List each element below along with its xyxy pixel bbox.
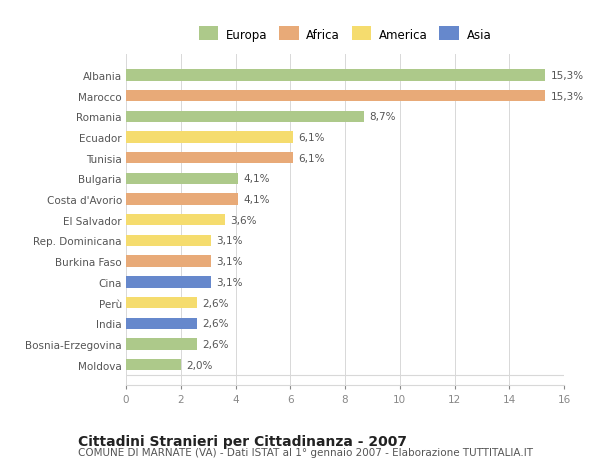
Bar — [126, 112, 364, 123]
Bar — [126, 215, 224, 226]
Bar — [126, 194, 238, 205]
Bar — [126, 359, 181, 370]
Text: COMUNE DI MARNATE (VA) - Dati ISTAT al 1° gennaio 2007 - Elaborazione TUTTITALIA: COMUNE DI MARNATE (VA) - Dati ISTAT al 1… — [78, 448, 533, 458]
Text: 2,6%: 2,6% — [203, 319, 229, 329]
Text: 3,1%: 3,1% — [217, 277, 243, 287]
Text: 4,1%: 4,1% — [244, 174, 270, 184]
Bar — [126, 256, 211, 267]
Bar — [126, 174, 238, 185]
Bar — [126, 235, 211, 246]
Bar — [126, 132, 293, 143]
Text: 3,1%: 3,1% — [217, 257, 243, 267]
Text: 6,1%: 6,1% — [298, 133, 325, 143]
Bar — [126, 318, 197, 329]
Bar — [126, 91, 545, 102]
Text: 2,0%: 2,0% — [186, 360, 212, 370]
Text: 2,6%: 2,6% — [203, 298, 229, 308]
Text: 2,6%: 2,6% — [203, 339, 229, 349]
Bar — [126, 297, 197, 308]
Text: 3,6%: 3,6% — [230, 215, 257, 225]
Text: 3,1%: 3,1% — [217, 236, 243, 246]
Text: 15,3%: 15,3% — [550, 71, 583, 81]
Bar — [126, 153, 293, 164]
Bar — [126, 339, 197, 350]
Bar — [126, 70, 545, 81]
Bar — [126, 277, 211, 288]
Text: 15,3%: 15,3% — [550, 91, 583, 101]
Legend: Europa, Africa, America, Asia: Europa, Africa, America, Asia — [194, 25, 496, 47]
Text: 6,1%: 6,1% — [298, 153, 325, 163]
Text: 4,1%: 4,1% — [244, 195, 270, 205]
Text: 8,7%: 8,7% — [370, 112, 396, 122]
Text: Cittadini Stranieri per Cittadinanza - 2007: Cittadini Stranieri per Cittadinanza - 2… — [78, 434, 407, 448]
